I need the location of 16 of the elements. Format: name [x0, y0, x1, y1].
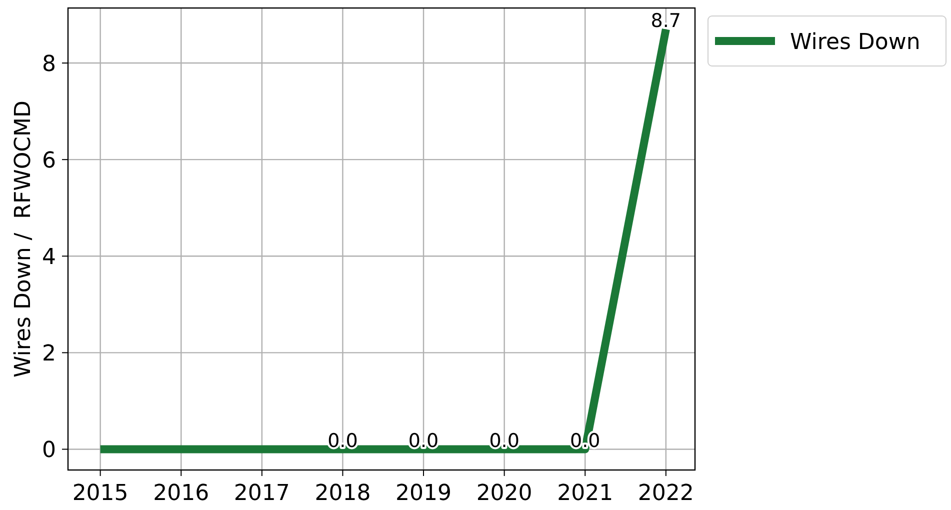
y-tick-label: 4 [42, 245, 56, 270]
data-label: 8.7 [650, 10, 682, 32]
x-tick-label: 2018 [314, 481, 371, 506]
x-tick-label: 2019 [396, 481, 452, 506]
x-tick-label: 2015 [72, 481, 128, 506]
y-tick-label: 0 [42, 438, 56, 464]
x-tick-label: 2020 [476, 481, 532, 506]
y-axis-title: Wires Down / RFWOCMD [11, 100, 36, 378]
y-tick-label: 6 [42, 148, 56, 174]
x-tick-label: 2022 [638, 481, 694, 506]
y-tick-label: 2 [42, 342, 56, 367]
x-tick-label: 2021 [557, 481, 614, 506]
legend-label: Wires Down [790, 30, 920, 55]
x-tick-label: 2016 [153, 481, 210, 506]
y-tick-label: 8 [42, 52, 56, 78]
x-tick-label: 2017 [234, 481, 290, 506]
